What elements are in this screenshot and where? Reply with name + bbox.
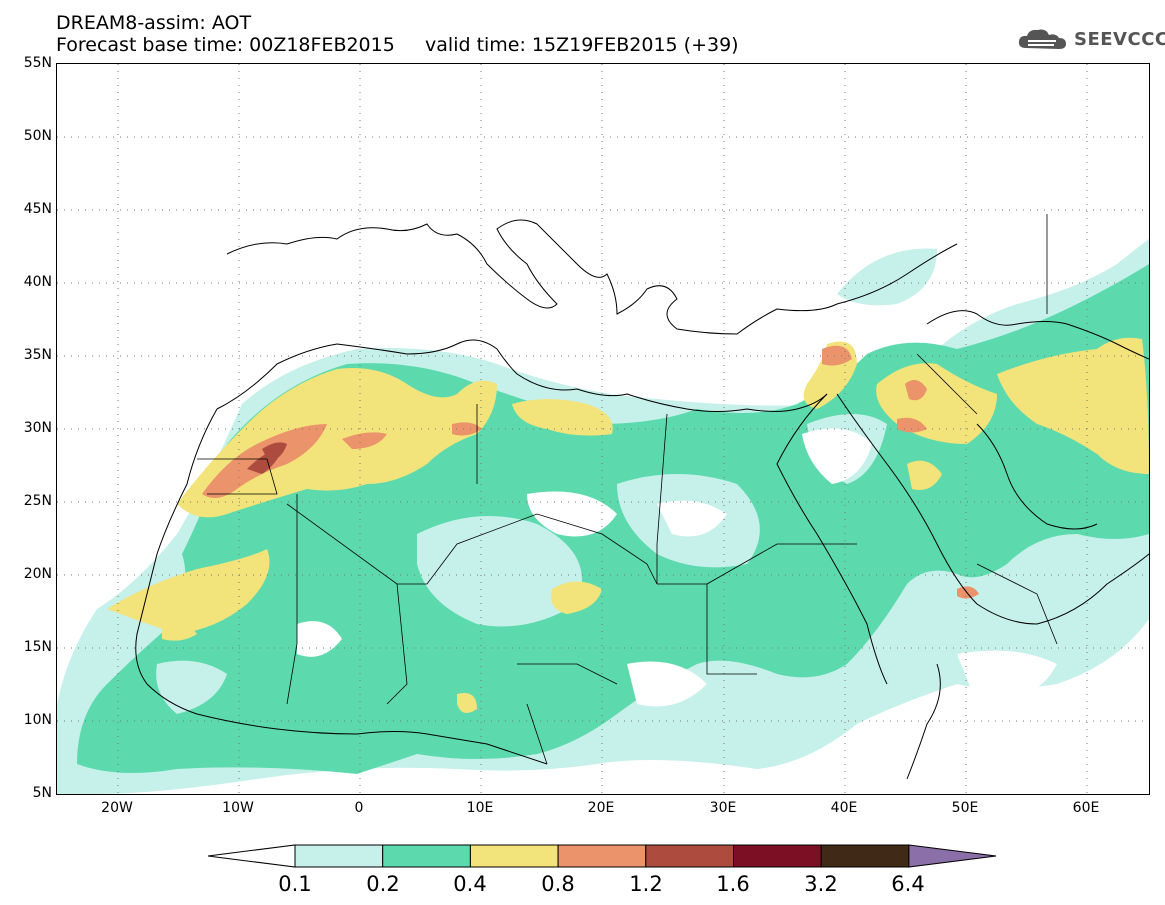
lat-label: 25N — [23, 493, 52, 509]
lat-label: 20N — [23, 566, 52, 582]
lon-label: 0 — [354, 800, 364, 816]
lat-label: 10N — [23, 712, 52, 728]
lat-label: 40N — [23, 274, 52, 290]
colorbar-segment — [645, 844, 734, 868]
colorbar-label: 3.2 — [804, 872, 838, 896]
aot-field-0.4 — [107, 337, 1149, 713]
aot-map — [56, 63, 1150, 795]
colorbar-label: 0.1 — [278, 872, 312, 896]
logo-text: SEEVCCC — [1074, 28, 1165, 50]
lon-label: 30E — [709, 800, 737, 816]
colorbar-label: 0.4 — [453, 872, 487, 896]
lat-label: 45N — [23, 201, 52, 217]
lat-label: 50N — [23, 128, 52, 144]
lon-label: 10E — [466, 800, 494, 816]
lat-lon-grid — [57, 64, 1149, 794]
lon-label: 50E — [951, 800, 979, 816]
lat-label: 15N — [23, 639, 52, 655]
lon-label: 60E — [1072, 800, 1100, 816]
map-canvas — [57, 64, 1149, 794]
aot-colorbar — [207, 844, 997, 868]
lon-label: 20E — [587, 800, 615, 816]
lon-label: 10W — [222, 800, 254, 816]
country-borders — [197, 214, 1058, 765]
colorbar-segment — [382, 844, 471, 868]
colorbar-segment — [294, 844, 384, 868]
coastlines — [135, 219, 1149, 780]
colorbar-label: 1.2 — [629, 872, 663, 896]
map-title: DREAM8-assim: AOT — [56, 12, 252, 34]
lon-label: 20W — [101, 800, 133, 816]
colorbar-label: 1.6 — [716, 872, 750, 896]
lat-label: 5N — [32, 785, 52, 801]
aot-field-1.2 — [247, 442, 287, 474]
lon-label: 40E — [830, 800, 858, 816]
cloud-icon — [1018, 29, 1066, 49]
aot-field-below-0.1 — [297, 428, 1057, 707]
lat-label: 30N — [23, 420, 52, 436]
lat-label: 35N — [23, 347, 52, 363]
colorbar-segment — [733, 844, 822, 868]
seevccc-logo: SEEVCCC — [1016, 24, 1165, 54]
colorbar-segment — [557, 844, 647, 868]
colorbar-extend-low — [207, 844, 296, 868]
forecast-time-line: Forecast base time: 00Z18FEB2015 valid t… — [56, 34, 739, 56]
colorbar-label: 6.4 — [891, 872, 925, 896]
colorbar-extend-high — [908, 844, 997, 868]
lat-label: 55N — [23, 55, 52, 71]
colorbar-label: 0.8 — [541, 872, 575, 896]
colorbar-segment — [820, 844, 910, 868]
colorbar-segment — [469, 844, 559, 868]
colorbar-label: 0.2 — [366, 872, 400, 896]
